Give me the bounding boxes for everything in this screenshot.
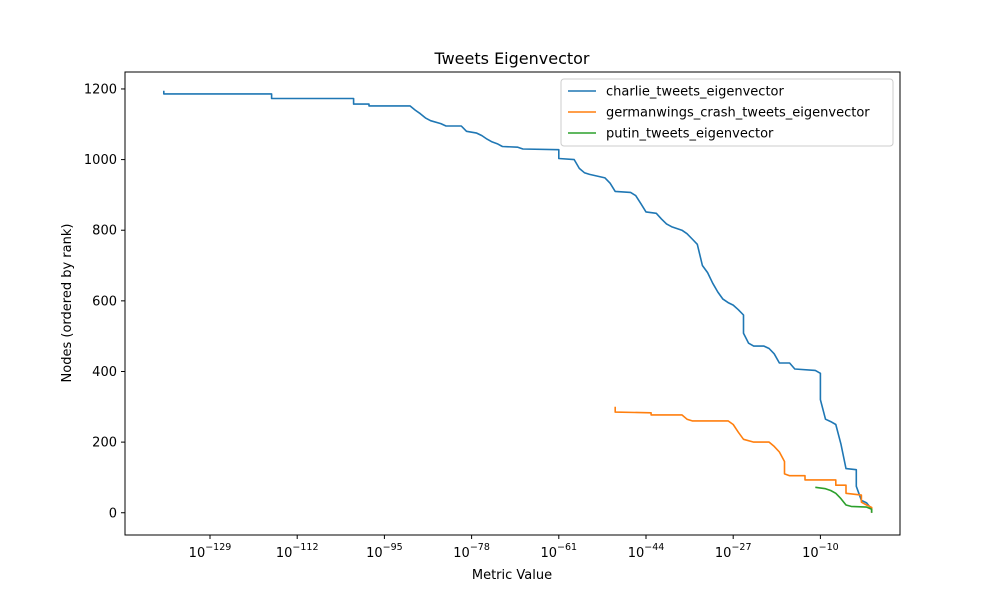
x-tick-label: 10−95 [366, 542, 403, 561]
plot-frame [124, 71, 901, 536]
x-tick-exponent: −61 [557, 542, 577, 553]
y-tick-label: 600 [92, 294, 117, 309]
x-tick-base: 10 [802, 546, 819, 561]
x-tick-base: 10 [276, 546, 293, 561]
y-tick-label: 0 [109, 506, 117, 521]
x-tick-base: 10 [453, 546, 470, 561]
chart-title: Tweets Eigenvector [433, 49, 589, 68]
x-tick-label: 10−27 [715, 542, 752, 561]
x-tick-exponent: −78 [470, 542, 490, 553]
x-axis-label: Metric Value [472, 568, 552, 583]
plot-area [163, 90, 873, 513]
x-tick-exponent: −10 [819, 542, 839, 553]
x-tick-exponent: −112 [292, 542, 318, 553]
y-axis: 0 200 400 600 800 1000 1200 [84, 82, 125, 521]
x-tick-label: 10−61 [540, 542, 577, 561]
legend: charlie_tweets_eigenvector germanwings_cr… [560, 78, 894, 147]
y-tick-label: 200 [92, 436, 117, 451]
series-line-0 [163, 90, 873, 513]
y-tick-label: 1200 [84, 82, 117, 97]
y-tick-label: 1000 [84, 153, 117, 168]
x-tick-exponent: −129 [205, 542, 231, 553]
x-tick-label: 10−10 [802, 542, 839, 561]
x-tick-base: 10 [540, 546, 557, 561]
y-tick-label: 800 [92, 224, 117, 239]
x-tick-exponent: −27 [731, 542, 751, 553]
y-tick-label: 400 [92, 365, 117, 380]
x-tick-label: 10−129 [189, 542, 232, 561]
legend-label-2: putin_tweets_eigenvector [606, 127, 774, 142]
x-tick-base: 10 [189, 546, 206, 561]
y-axis-label: Nodes (ordered by rank) [60, 224, 75, 383]
x-tick-base: 10 [715, 546, 732, 561]
x-tick-base: 10 [628, 546, 645, 561]
legend-label-0: charlie_tweets_eigenvector [606, 85, 785, 100]
x-axis: 10−129 10−112 10−95 10−78 10−61 10−44 10−27 10−… [189, 535, 839, 561]
x-tick-base: 10 [366, 546, 383, 561]
series-line-1 [614, 406, 873, 513]
x-tick-label: 10−44 [628, 542, 665, 561]
x-tick-exponent: −44 [644, 542, 664, 553]
x-tick-exponent: −95 [383, 542, 403, 553]
legend-box [560, 78, 894, 147]
series-line-2 [815, 486, 873, 513]
x-tick-label: 10−112 [276, 542, 319, 561]
x-tick-label: 10−78 [453, 542, 490, 561]
legend-label-1: germanwings_crash_tweets_eigenvector [606, 106, 870, 121]
